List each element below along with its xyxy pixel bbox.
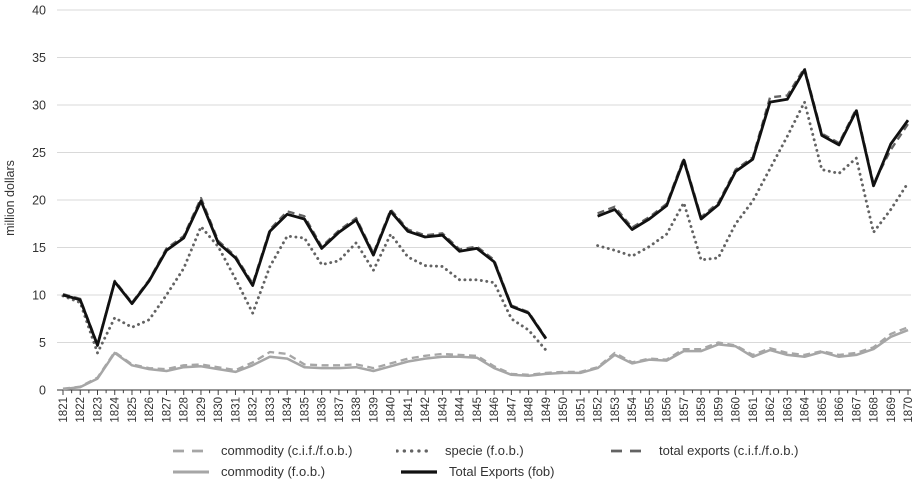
svg-text:35: 35 <box>32 51 46 65</box>
svg-text:1864: 1864 <box>800 396 812 422</box>
svg-text:1857: 1857 <box>679 397 691 423</box>
svg-text:1825: 1825 <box>127 397 139 423</box>
svg-text:1862: 1862 <box>765 397 777 423</box>
solid-gray-line-sample-icon <box>173 470 209 474</box>
svg-text:1832: 1832 <box>248 397 260 423</box>
svg-text:1858: 1858 <box>696 397 708 423</box>
dashed-line-sample-icon <box>173 449 209 453</box>
svg-text:1851: 1851 <box>575 397 587 423</box>
svg-text:1867: 1867 <box>851 397 863 423</box>
legend-item-specie-fob: specie (f.o.b.) <box>396 443 524 459</box>
legend-label: total exports (c.i.f./f.o.b.) <box>659 443 799 458</box>
svg-text:1822: 1822 <box>75 397 87 423</box>
svg-text:1845: 1845 <box>472 397 484 423</box>
svg-text:1863: 1863 <box>782 397 794 423</box>
svg-text:1834: 1834 <box>282 396 294 422</box>
svg-text:1827: 1827 <box>161 397 173 423</box>
svg-text:1836: 1836 <box>317 397 329 423</box>
legend-label: commodity (f.o.b.) <box>221 464 326 479</box>
legend-item-commodity-fob: commodity (f.o.b.) <box>172 464 325 480</box>
svg-text:1826: 1826 <box>144 397 156 423</box>
series-specie_fob <box>61 100 910 355</box>
svg-text:1830: 1830 <box>213 397 225 423</box>
svg-text:1831: 1831 <box>230 397 242 423</box>
svg-text:1870: 1870 <box>903 397 915 423</box>
svg-text:1853: 1853 <box>610 397 622 423</box>
svg-text:1837: 1837 <box>334 397 346 423</box>
series-total_exports_fob <box>62 68 910 347</box>
svg-text:1859: 1859 <box>713 397 725 423</box>
series-commodity_cif <box>62 326 909 390</box>
svg-text:1866: 1866 <box>834 397 846 423</box>
svg-text:1850: 1850 <box>558 397 570 423</box>
svg-text:10: 10 <box>32 289 46 303</box>
svg-text:40: 40 <box>32 4 46 18</box>
legend-item-total-exports-cif: total exports (c.i.f./f.o.b.) <box>610 443 798 459</box>
svg-text:1865: 1865 <box>817 397 829 423</box>
svg-text:1869: 1869 <box>886 397 898 423</box>
svg-text:1855: 1855 <box>644 397 656 423</box>
svg-text:1838: 1838 <box>351 397 363 423</box>
line-chart-plot-area: 0 5 10 15 20 25 30 35 40 million dollars 1821 1822 1… <box>3 4 915 423</box>
svg-text:1840: 1840 <box>386 397 398 423</box>
svg-text:1854: 1854 <box>627 396 639 422</box>
svg-text:1835: 1835 <box>299 397 311 423</box>
svg-text:1833: 1833 <box>265 397 277 423</box>
series-total_exports_cif <box>62 66 909 346</box>
svg-text:1861: 1861 <box>748 397 760 423</box>
svg-text:1847: 1847 <box>506 397 518 423</box>
solid-black-line-sample-icon <box>401 470 437 474</box>
svg-text:1821: 1821 <box>58 397 70 423</box>
svg-text:1829: 1829 <box>196 397 208 423</box>
svg-text:30: 30 <box>32 99 46 113</box>
series-commodity_fob <box>62 328 909 391</box>
svg-text:1860: 1860 <box>731 397 743 423</box>
svg-text:5: 5 <box>39 336 46 350</box>
svg-text:1842: 1842 <box>420 397 432 423</box>
legend-item-commodity-cif: commodity (c.i.f./f.o.b.) <box>172 443 352 459</box>
dotted-line-sample-icon <box>396 449 434 453</box>
legend-label: specie (f.o.b.) <box>445 443 524 458</box>
svg-text:1856: 1856 <box>662 397 674 423</box>
svg-text:1841: 1841 <box>403 397 415 423</box>
svg-text:1868: 1868 <box>869 397 881 423</box>
svg-text:1823: 1823 <box>92 397 104 423</box>
svg-text:1852: 1852 <box>593 397 605 423</box>
legend-label: Total Exports (fob) <box>449 464 555 479</box>
svg-text:1848: 1848 <box>524 397 536 423</box>
svg-text:1849: 1849 <box>541 397 553 423</box>
dark-dashed-line-sample-icon <box>611 449 647 453</box>
legend-item-total-exports-fob: Total Exports (fob) <box>400 464 555 480</box>
svg-text:1839: 1839 <box>368 397 380 423</box>
legend-label: commodity (c.i.f./f.o.b.) <box>221 443 353 458</box>
svg-text:1828: 1828 <box>179 397 191 423</box>
svg-text:25: 25 <box>32 146 46 160</box>
svg-text:1844: 1844 <box>455 396 467 422</box>
svg-text:0: 0 <box>39 384 46 398</box>
svg-text:20: 20 <box>32 194 46 208</box>
y-axis-title: million dollars <box>3 160 17 236</box>
svg-text:1846: 1846 <box>489 397 501 423</box>
svg-text:1824: 1824 <box>110 396 122 422</box>
svg-text:15: 15 <box>32 241 46 255</box>
svg-text:1843: 1843 <box>437 397 449 423</box>
